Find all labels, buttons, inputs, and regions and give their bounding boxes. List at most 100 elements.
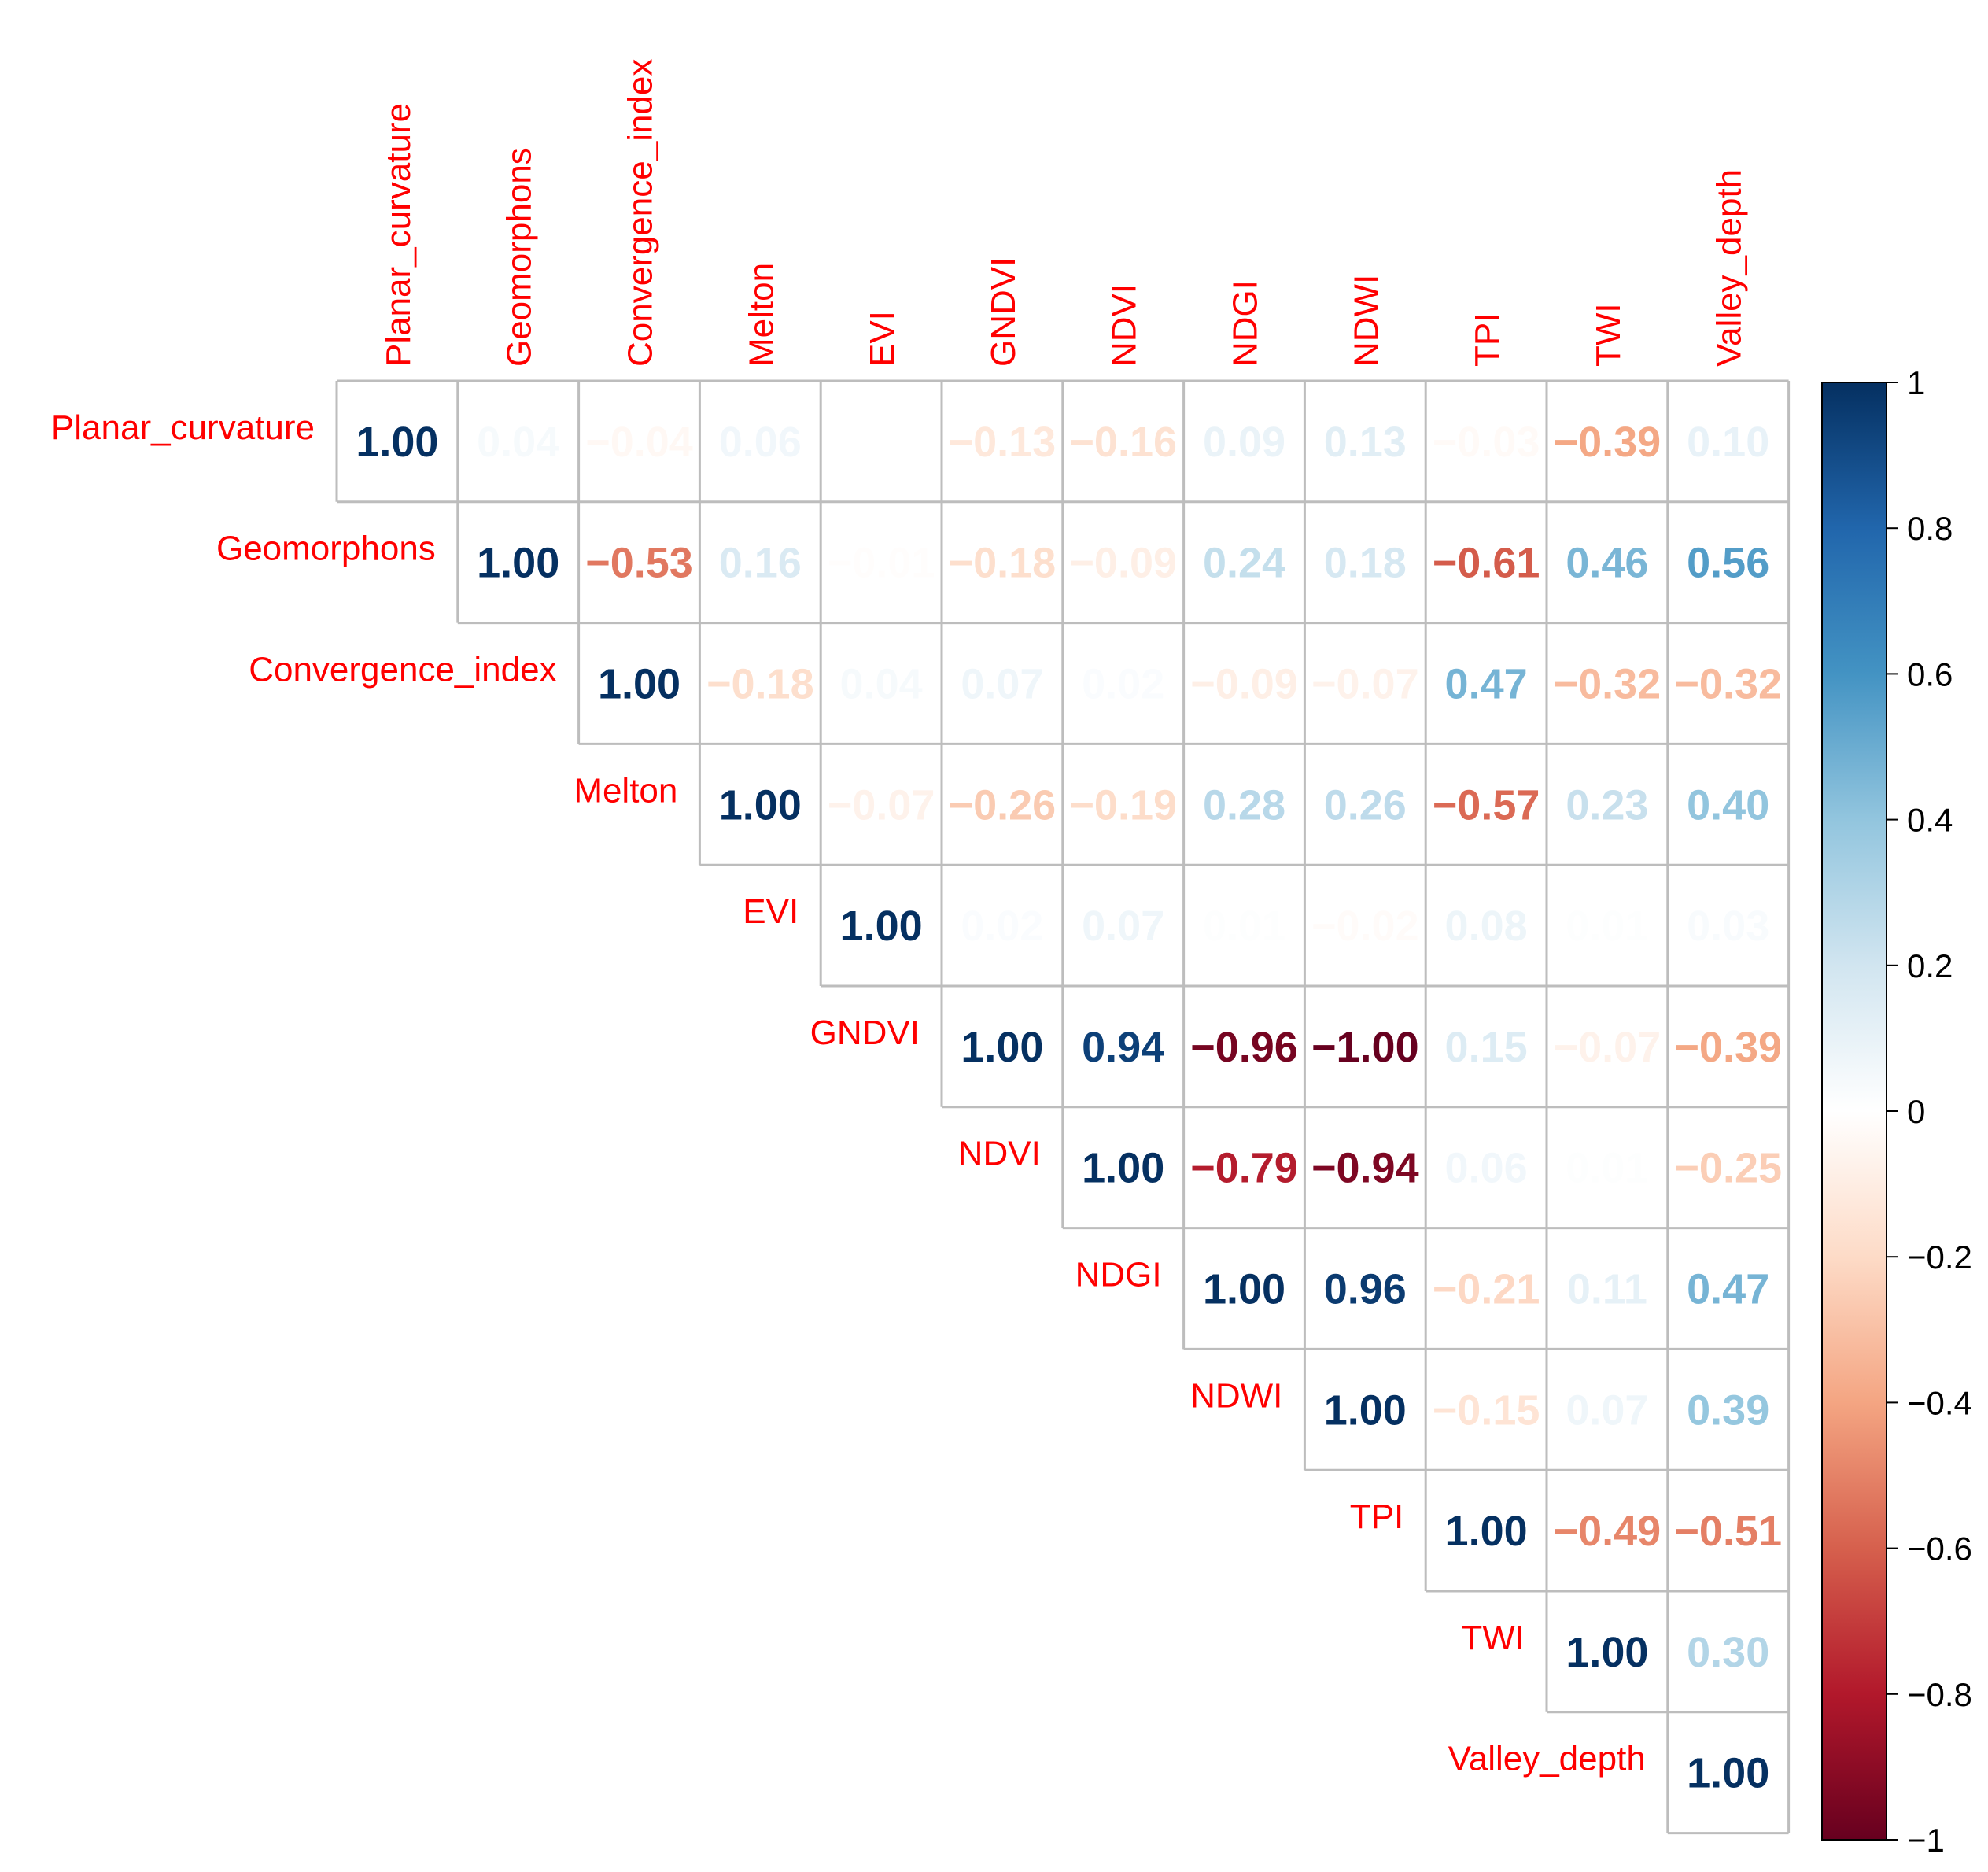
cell-evi-ndvi: 0.07 [1082,903,1164,950]
column-label-ndvi: NDVI [1105,284,1144,367]
row-label-tpi: TPI [1350,1497,1403,1536]
cell-gndvi-ndgi: −0.96 [1190,1024,1298,1071]
row-label-ndgi: NDGI [1075,1256,1162,1294]
row-label-gndvi: GNDVI [810,1014,920,1052]
cell-gndvi-twi: −0.07 [1554,1024,1662,1071]
row-label-evi: EVI [743,892,799,931]
cell-tpi-tpi: 1.00 [1445,1508,1528,1555]
cell-ndgi-valley-depth: 0.47 [1687,1266,1769,1313]
cell-geomorphons-geomorphons: 1.00 [477,540,559,587]
cell-evi-gndvi: 0.02 [961,903,1043,950]
colorbar-tick-label: 0.4 [1907,802,1953,839]
cell-geomorphons-ndgi: 0.24 [1203,540,1285,587]
cell-planar-curvature-ndvi: −0.16 [1069,419,1177,466]
cell-tpi-valley-depth: −0.51 [1674,1508,1782,1555]
row-label-convergence-index: Convergence_index [249,651,556,689]
cell-planar-curvature-convergence-index: −0.04 [585,419,693,466]
cell-planar-curvature-planar-curvature: 1.00 [356,419,438,466]
cell-ndgi-ndgi: 1.00 [1203,1266,1285,1313]
cell-convergence-index-tpi: 0.47 [1445,661,1528,708]
cell-evi-valley-depth: 0.03 [1687,903,1769,950]
cell-melton-ndgi: 0.28 [1203,781,1285,829]
cell-gndvi-valley-depth: −0.39 [1674,1024,1782,1071]
cell-convergence-index-twi: −0.32 [1554,661,1662,708]
colorbar-tick-label: 0.6 [1907,655,1953,692]
cell-evi-evi: 1.00 [840,903,923,950]
colorbar-tick-label: −0.6 [1907,1530,1972,1567]
cell-geomorphons-ndwi: 0.18 [1324,540,1407,587]
colorbar-tick-label: −0.8 [1907,1676,1972,1713]
row-labels: Planar_curvature Geomorphons Convergence_i… [51,408,1646,1778]
cell-planar-curvature-valley-depth: 0.10 [1687,419,1769,466]
column-labels: Planar_curvature Geomorphons Convergence_i… [379,59,1749,367]
cell-convergence-index-gndvi: 0.07 [961,661,1043,708]
cell-convergence-index-ndwi: −0.07 [1311,661,1419,708]
row-label-melton: Melton [574,771,677,810]
cell-ndgi-ndwi: 0.96 [1324,1266,1407,1313]
cell-geomorphons-valley-depth: 0.56 [1687,540,1769,587]
cell-melton-gndvi: −0.26 [949,781,1057,829]
cell-ndgi-tpi: −0.21 [1433,1266,1540,1313]
cell-evi-ndwi: −0.02 [1311,903,1419,950]
grid-lines [335,379,1791,1835]
cell-convergence-index-convergence-index: 1.00 [598,661,680,708]
cell-tpi-twi: −0.49 [1554,1508,1662,1555]
correlation-cells: 1.00 0.04 −0.04 0.06 0.00 −0.13 −0.16 0.09 0.13−… [356,419,1782,1797]
row-label-geomorphons: Geomorphons [216,530,436,568]
cell-geomorphons-convergence-index: −0.53 [585,540,693,587]
cell-ndwi-twi: 0.07 [1566,1386,1648,1434]
cell-geomorphons-gndvi: −0.18 [949,540,1057,587]
cell-ndvi-valley-depth: −0.25 [1674,1145,1782,1192]
cell-geomorphons-ndvi: −0.09 [1069,540,1177,587]
cell-evi-twi: 0.01 [1566,903,1648,950]
cell-gndvi-tpi: 0.15 [1445,1024,1528,1071]
column-label-gndvi: GNDVI [984,257,1023,367]
cell-melton-ndvi: −0.19 [1069,781,1177,829]
column-label-geomorphons: Geomorphons [500,147,539,367]
row-label-planar-curvature: Planar_curvature [51,408,315,447]
cell-convergence-index-melton: −0.18 [706,661,814,708]
cell-ndvi-ndgi: −0.79 [1190,1145,1298,1192]
cell-planar-curvature-tpi: −0.03 [1433,419,1540,466]
cell-ndvi-tpi: 0.06 [1445,1145,1528,1192]
colorbar-tick-label: −1 [1907,1822,1945,1859]
cell-ndwi-tpi: −0.15 [1433,1386,1540,1434]
cell-gndvi-gndvi: 1.00 [961,1024,1043,1071]
column-label-melton: Melton [742,263,780,367]
cell-geomorphons-twi: 0.46 [1566,540,1648,587]
colorbar-gradient [1821,382,1887,1841]
row-label-valley-depth: Valley_depth [1448,1740,1646,1778]
cell-planar-curvature-gndvi: −0.13 [949,419,1057,466]
cell-gndvi-ndwi: −1.00 [1311,1024,1419,1071]
row-label-ndvi: NDVI [958,1135,1041,1173]
cell-convergence-index-evi: 0.04 [840,661,923,708]
cell-twi-valley-depth: 0.30 [1687,1629,1769,1676]
column-label-twi: TWI [1589,303,1628,367]
cell-ndvi-ndvi: 1.00 [1082,1145,1164,1192]
cell-melton-valley-depth: 0.40 [1687,781,1769,829]
colorbar-tick-label: −0.2 [1907,1239,1972,1276]
cell-planar-curvature-geomorphons: 0.04 [477,419,559,466]
cell-evi-ndgi: 0.01 [1203,903,1285,950]
cell-convergence-index-ndgi: −0.09 [1190,661,1298,708]
column-label-planar-curvature: Planar_curvature [379,103,418,367]
column-label-convergence-index: Convergence_index [621,59,660,367]
column-label-tpi: TPI [1468,313,1507,367]
column-label-ndgi: NDGI [1226,280,1265,367]
cell-ndvi-ndwi: −0.94 [1311,1145,1419,1192]
cell-geomorphons-evi: −0.01 [828,540,935,587]
cell-valley-depth-valley-depth: 1.00 [1687,1750,1769,1797]
cell-ndwi-valley-depth: 0.39 [1687,1386,1769,1434]
cell-convergence-index-valley-depth: −0.32 [1674,661,1782,708]
cell-planar-curvature-ndwi: 0.13 [1324,419,1407,466]
row-label-twi: TWI [1461,1619,1525,1657]
cell-ndgi-twi: 0.11 [1567,1266,1647,1313]
cell-geomorphons-melton: 0.16 [719,540,802,587]
cell-melton-evi: −0.07 [828,781,935,829]
cell-twi-twi: 1.00 [1566,1629,1648,1676]
colorbar-tick-label: 1 [1907,364,1925,401]
cell-ndwi-ndwi: 1.00 [1324,1386,1407,1434]
cell-ndvi-twi: 0.01 [1566,1145,1648,1192]
column-label-evi: EVI [863,311,902,367]
